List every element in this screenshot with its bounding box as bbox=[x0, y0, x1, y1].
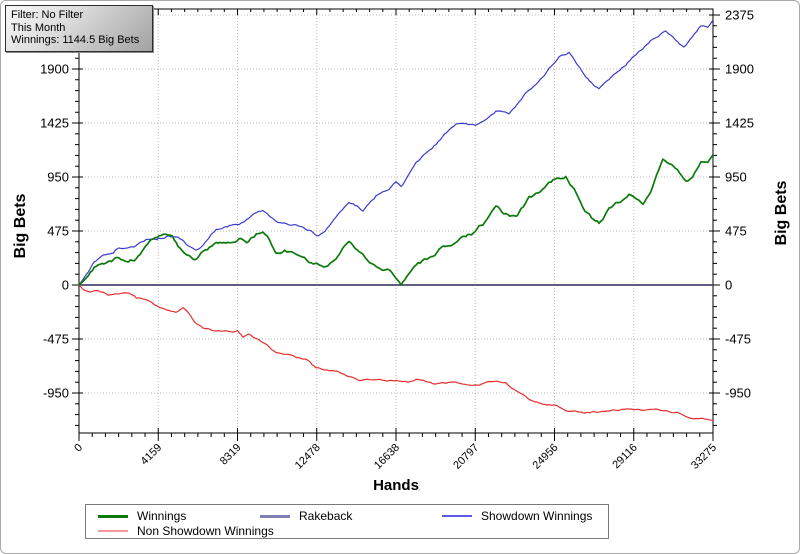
legend-swatch-showdown-icon bbox=[442, 515, 472, 517]
x-axis-tick-label: 29116 bbox=[610, 442, 640, 472]
x-axis-tick-label: 0 bbox=[72, 442, 85, 455]
legend-swatch-winnings-icon bbox=[98, 514, 128, 518]
x-axis-tick-label: 8319 bbox=[218, 442, 244, 468]
legend-swatch-rakeback-icon bbox=[260, 514, 290, 518]
y-axis-left-title: Big Bets bbox=[12, 193, 29, 258]
y-axis-left-tick-label: -950 bbox=[43, 385, 69, 400]
legend-item-winnings: Winnings bbox=[98, 509, 186, 523]
y-axis-left-tick-label: -475 bbox=[43, 331, 69, 346]
y-axis-right-tick-label: 950 bbox=[725, 170, 747, 185]
y-axis-right-tick-label: 2375 bbox=[725, 8, 754, 23]
non-showdown-winnings-line bbox=[78, 284, 714, 421]
x-axis-tick-label: 24956 bbox=[530, 442, 560, 472]
y-axis-right-tick-label: 1900 bbox=[725, 62, 754, 77]
legend-item-showdown-winnings: Showdown Winnings bbox=[442, 509, 592, 523]
x-axis-tick-label: 4159 bbox=[139, 442, 165, 468]
y-axis-left-tick-label: 1425 bbox=[40, 116, 69, 131]
y-axis-left-tick-label: 950 bbox=[47, 170, 69, 185]
filter-info-box: Filter: No Filter This Month Winnings: 1… bbox=[5, 5, 153, 52]
y-axis-right-tick-label: 475 bbox=[725, 224, 747, 239]
filter-line: Filter: No Filter bbox=[11, 9, 84, 21]
y-axis-right-tick-label: 0 bbox=[725, 278, 732, 293]
x-axis-tick-label: 20797 bbox=[451, 442, 481, 472]
x-axis-tick-label: 33275 bbox=[689, 442, 719, 472]
winnings-total-line: Winnings: 1144.5 Big Bets bbox=[11, 34, 140, 46]
legend-item-non-showdown-winnings: Non Showdown Winnings bbox=[98, 524, 274, 538]
y-axis-right-title: Big Bets bbox=[773, 180, 790, 245]
x-axis-title: Hands bbox=[373, 477, 419, 494]
winnings-line bbox=[78, 154, 714, 286]
y-axis-right-tick-label: 1425 bbox=[725, 116, 754, 131]
x-axis-tick-label: 12478 bbox=[293, 442, 323, 472]
chart-legend: Winnings Rakeback Showdown Winnings Non … bbox=[85, 504, 609, 539]
y-axis-left-tick-label: 475 bbox=[47, 224, 69, 239]
y-axis-left-tick-label: 1900 bbox=[40, 62, 69, 77]
legend-label-non-showdown: Non Showdown Winnings bbox=[137, 524, 274, 538]
period-line: This Month bbox=[11, 21, 66, 34]
showdown-winnings-line bbox=[78, 19, 714, 286]
y-axis-right-tick-label: -475 bbox=[725, 331, 751, 346]
x-axis-tick-label: 16638 bbox=[372, 442, 402, 472]
legend-item-rakeback: Rakeback bbox=[260, 509, 352, 523]
y-axis-right-tick-label: -950 bbox=[725, 385, 751, 400]
legend-label-rakeback: Rakeback bbox=[299, 509, 353, 523]
y-axis-left-tick-label: 0 bbox=[62, 278, 69, 293]
legend-label-showdown: Showdown Winnings bbox=[481, 509, 593, 523]
legend-label-winnings: Winnings bbox=[137, 509, 187, 523]
legend-swatch-non-showdown-icon bbox=[98, 530, 128, 532]
